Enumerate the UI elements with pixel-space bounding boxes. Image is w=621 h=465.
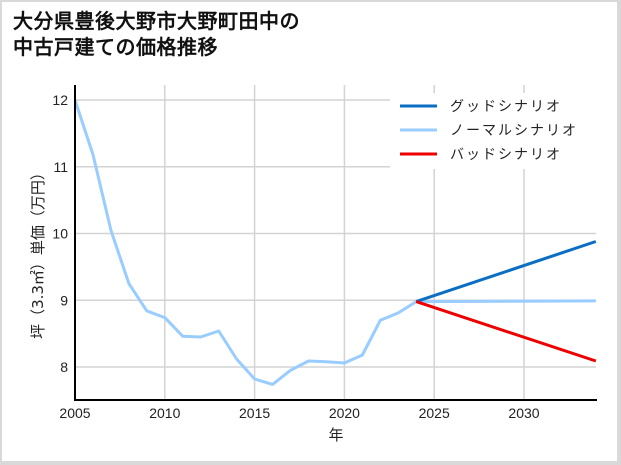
y-axis-label: 坪（3.3㎡）単価（万円） [29, 165, 47, 339]
legend-item-bad: バッドシナリオ [400, 147, 562, 163]
x-tick-label: 2030 [508, 405, 539, 421]
legend: グッドシナリオ ノーマルシナリオ バッドシナリオ [390, 93, 596, 169]
series-lines [73, 99, 597, 386]
legend-item-normal: ノーマルシナリオ [400, 123, 578, 139]
x-tick-label: 2020 [329, 405, 360, 421]
x-tick-label: 2015 [239, 405, 270, 421]
gridlines [74, 85, 596, 400]
x-tick-label: 2005 [59, 405, 90, 421]
y-tick-label: 12 [52, 92, 68, 108]
chart-title: 大分県豊後大野市大野町田中の 中古戸建ての価格推移 [13, 8, 300, 60]
x-tick-label: 2025 [419, 405, 450, 421]
y-tick-label: 11 [53, 159, 68, 175]
x-axis-label: 年 [328, 426, 343, 444]
y-tick-label: 10 [52, 226, 68, 242]
series-line-bad [415, 300, 597, 363]
chart-title-line-1: 大分県豊後大野市大野町田中の [13, 9, 300, 33]
axes [74, 85, 597, 401]
series-line-good [415, 240, 597, 304]
x-tick-label: 2010 [149, 405, 180, 421]
y-tick-labels: 12 11 10 9 8 [52, 92, 68, 375]
series-line-normal [73, 99, 596, 386]
legend-label-good: グッドシナリオ [450, 99, 562, 115]
legend-label-normal: ノーマルシナリオ [450, 123, 578, 139]
y-tick-label: 8 [60, 359, 68, 375]
legend-label-bad: バッドシナリオ [450, 147, 562, 163]
chart-title-line-2: 中古戸建ての価格推移 [13, 35, 218, 59]
y-tick-label: 9 [60, 292, 68, 308]
chart-frame [2, 2, 617, 461]
legend-item-good: グッドシナリオ [400, 99, 562, 115]
x-tick-labels: 2005 2010 2015 2020 2025 2030 [59, 405, 539, 421]
